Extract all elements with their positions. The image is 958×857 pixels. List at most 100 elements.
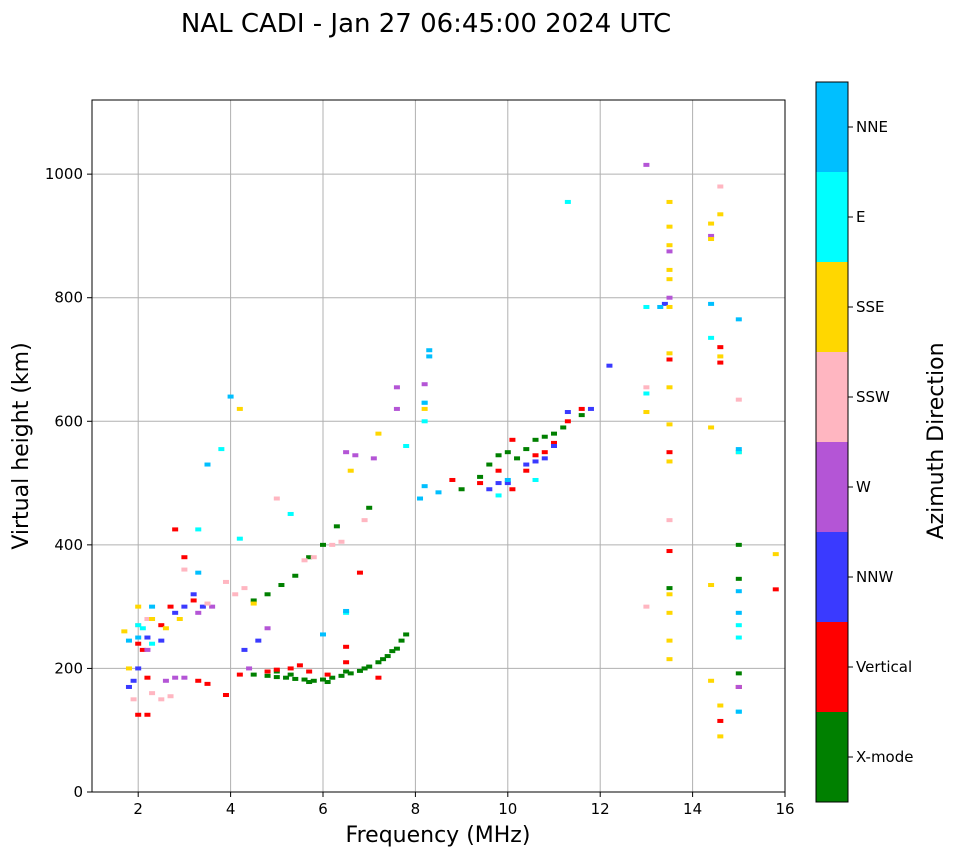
data-point [666, 357, 673, 362]
data-point [504, 481, 511, 486]
data-point [486, 462, 493, 467]
data-point [135, 604, 142, 609]
data-point [338, 539, 345, 544]
data-point [264, 669, 271, 674]
data-point [717, 703, 724, 708]
data-point [356, 668, 363, 673]
data-point [149, 617, 156, 621]
x-tick-label: 10 [498, 800, 517, 818]
data-point [324, 680, 331, 685]
data-point [246, 666, 253, 671]
data-point [125, 666, 132, 671]
data-point [735, 576, 742, 581]
data-point [222, 692, 229, 697]
series-x-mode [250, 413, 742, 685]
data-point [735, 447, 742, 452]
y-tick-label: 600 [54, 412, 83, 430]
data-point [306, 680, 313, 685]
colorbar-label: E [856, 208, 865, 226]
data-point [144, 635, 151, 640]
data-point [181, 567, 188, 572]
data-point [139, 647, 146, 652]
x-tick-label: 2 [133, 800, 143, 818]
colorbar-label: SSE [856, 298, 885, 316]
data-point [735, 542, 742, 547]
colorbar-swatch [816, 712, 848, 802]
data-point [232, 592, 239, 597]
colorbar-swatch [816, 622, 848, 712]
data-point [421, 406, 428, 411]
data-marks [121, 162, 779, 739]
data-point [264, 673, 271, 678]
data-point [643, 410, 650, 415]
data-point [125, 684, 132, 689]
data-point [523, 462, 530, 467]
data-point [158, 697, 165, 702]
data-point [320, 632, 326, 637]
y-tick-label: 200 [54, 659, 83, 677]
y-axis-ticks: 0 200 400 600 800 1000 [45, 165, 92, 801]
data-point [195, 678, 202, 683]
data-point [204, 681, 211, 686]
data-point [717, 345, 724, 350]
colorbar-swatch [816, 532, 848, 622]
colorbar-label: NNE [856, 118, 888, 136]
data-point [495, 493, 502, 498]
data-point [172, 610, 179, 615]
data-point [523, 447, 530, 452]
data-point [329, 675, 336, 680]
data-point [504, 477, 511, 482]
data-point [149, 641, 156, 646]
data-point [190, 598, 197, 603]
data-point [347, 468, 354, 473]
data-point [643, 391, 650, 396]
data-point [421, 484, 428, 489]
x-axis-label: Frequency (MHz) [346, 823, 531, 848]
data-point [306, 669, 313, 674]
data-point [417, 496, 424, 501]
data-point [449, 477, 456, 482]
data-point [301, 677, 308, 682]
data-point [509, 487, 516, 492]
data-point [149, 691, 156, 696]
data-point [560, 425, 567, 430]
plot-frame [91, 99, 786, 793]
data-point [398, 638, 405, 643]
data-point [717, 354, 724, 359]
plot-area [92, 100, 785, 792]
data-point [292, 676, 299, 681]
data-point [666, 267, 673, 272]
data-point [477, 481, 484, 486]
data-point [735, 450, 742, 455]
data-point [708, 425, 715, 430]
data-point [167, 694, 174, 699]
data-point [666, 549, 673, 554]
data-point [643, 385, 650, 390]
data-point [162, 678, 169, 683]
data-point [130, 697, 137, 702]
colorbar-label: W [856, 478, 871, 496]
colorbar-label: Vertical [856, 658, 912, 676]
data-point [301, 558, 308, 563]
data-point [380, 657, 387, 662]
data-point [421, 400, 428, 405]
data-point [190, 592, 197, 597]
data-point [643, 304, 650, 309]
data-point [393, 646, 400, 651]
data-point [273, 667, 280, 672]
data-point [287, 511, 294, 516]
data-point [477, 474, 484, 479]
chart-title: NAL CADI - Jan 27 06:45:00 2024 UTC [181, 9, 671, 39]
data-point [195, 527, 202, 532]
data-point [384, 654, 391, 659]
data-point [343, 644, 350, 649]
y-tick-label: 0 [73, 783, 83, 801]
data-point [486, 487, 493, 492]
data-point [320, 677, 326, 682]
data-point [236, 406, 243, 411]
data-point [144, 712, 151, 717]
data-point [717, 734, 724, 739]
data-point [666, 277, 673, 282]
data-point [666, 657, 673, 662]
data-point [772, 587, 779, 592]
